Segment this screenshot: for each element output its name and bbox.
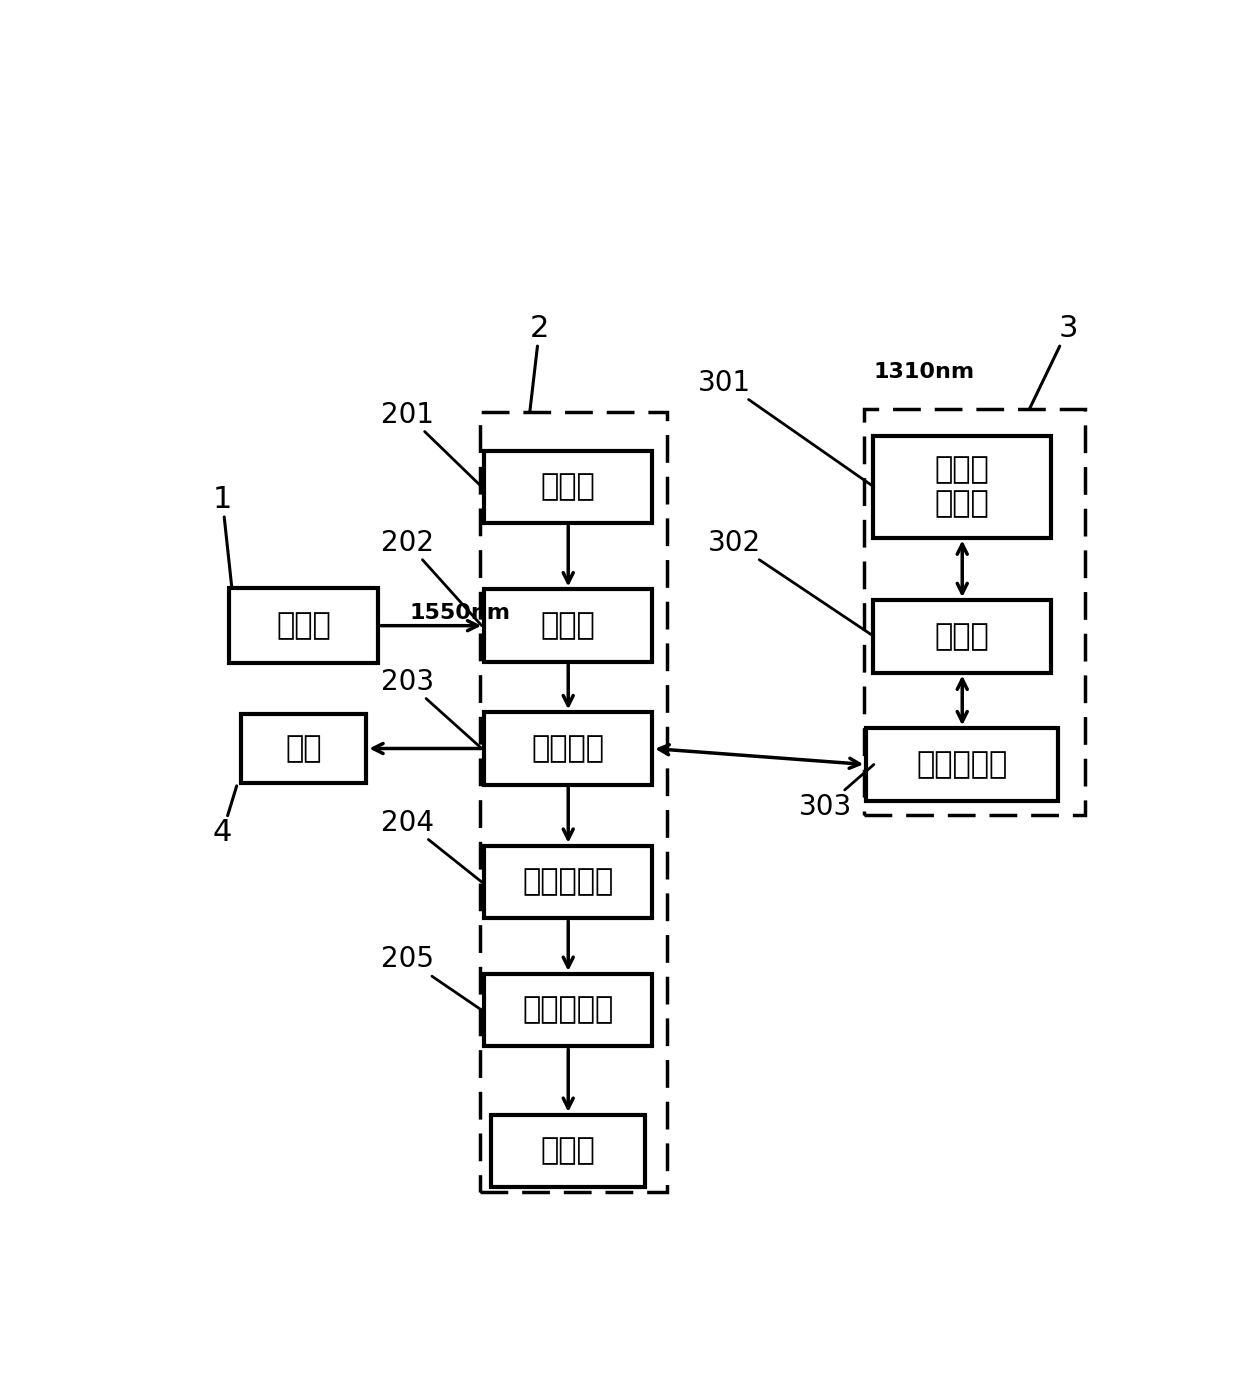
Text: 数据采集器: 数据采集器 <box>522 996 614 1025</box>
Text: 计算机: 计算机 <box>541 1136 595 1165</box>
Text: 驱动器: 驱动器 <box>541 473 595 501</box>
Text: 202: 202 <box>381 528 481 626</box>
Text: 1: 1 <box>213 485 232 588</box>
FancyBboxPatch shape <box>484 589 652 662</box>
Text: 激光器: 激光器 <box>277 612 331 641</box>
Text: 光开关: 光开关 <box>935 621 990 651</box>
Text: 4: 4 <box>213 786 237 847</box>
Text: 调制器: 调制器 <box>541 612 595 641</box>
Text: 1550nm: 1550nm <box>409 603 511 623</box>
Text: 301: 301 <box>698 369 874 487</box>
Text: 203: 203 <box>381 667 481 749</box>
Text: 光时域
反射仪: 光时域 反射仪 <box>935 455 990 519</box>
FancyBboxPatch shape <box>491 1115 645 1187</box>
Text: 光电转换器: 光电转换器 <box>522 867 614 896</box>
Text: 201: 201 <box>381 401 481 487</box>
FancyBboxPatch shape <box>484 451 652 523</box>
Text: 3: 3 <box>1029 315 1078 409</box>
Text: 光纤: 光纤 <box>285 734 322 763</box>
FancyBboxPatch shape <box>873 601 1052 673</box>
FancyBboxPatch shape <box>873 436 1052 538</box>
FancyBboxPatch shape <box>242 714 367 784</box>
Text: 2: 2 <box>529 315 549 412</box>
Text: 303: 303 <box>799 764 874 821</box>
FancyBboxPatch shape <box>229 588 378 663</box>
FancyBboxPatch shape <box>866 728 1058 800</box>
Text: 302: 302 <box>708 528 874 637</box>
FancyBboxPatch shape <box>484 846 652 918</box>
Text: 光耦合器: 光耦合器 <box>532 734 605 763</box>
Text: 波分复用器: 波分复用器 <box>916 750 1008 779</box>
Text: 204: 204 <box>381 809 481 882</box>
FancyBboxPatch shape <box>484 712 652 785</box>
Text: 205: 205 <box>381 946 481 1010</box>
FancyBboxPatch shape <box>484 974 652 1046</box>
Text: 1310nm: 1310nm <box>873 362 975 383</box>
